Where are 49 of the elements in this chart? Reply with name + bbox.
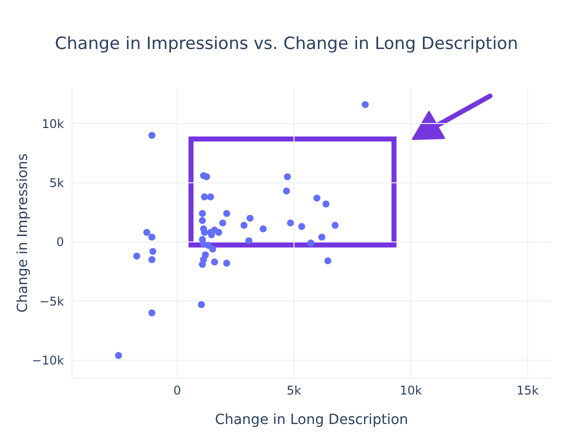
point — [240, 222, 248, 229]
point — [149, 248, 156, 255]
point — [313, 194, 320, 202]
point — [143, 228, 150, 236]
y-tick-label: −10k — [32, 354, 64, 368]
point — [211, 258, 218, 266]
y-tick-label: −5k — [39, 294, 64, 308]
point — [223, 260, 230, 267]
point — [148, 309, 156, 316]
point — [318, 234, 326, 241]
point — [286, 219, 294, 226]
y-tick-label: 5k — [49, 176, 64, 190]
y-tick-label: 10k — [42, 116, 64, 131]
point — [148, 132, 156, 139]
x-tick-label: 5k — [286, 384, 302, 398]
point — [322, 200, 330, 208]
point — [246, 214, 254, 222]
point — [332, 222, 339, 229]
point — [133, 252, 140, 260]
point — [284, 173, 291, 180]
point — [260, 225, 267, 232]
point — [362, 101, 369, 108]
point — [324, 257, 332, 264]
point — [215, 228, 222, 236]
point — [198, 260, 206, 268]
point — [115, 352, 122, 360]
y-axis-title: Change in Impressions — [14, 153, 31, 313]
point — [200, 228, 208, 236]
point — [298, 222, 306, 230]
point — [245, 237, 252, 244]
point — [283, 187, 290, 194]
x-tick-label: 15k — [516, 384, 539, 398]
point — [198, 210, 206, 217]
point — [219, 219, 226, 226]
point — [148, 234, 156, 241]
x-tick-label: 0 — [173, 384, 181, 398]
chart-title: Change in Impressions vs. Change in Long Description — [54, 34, 520, 54]
y-tick-label: 0 — [56, 235, 64, 250]
point — [223, 210, 230, 217]
point — [203, 173, 210, 180]
point — [198, 301, 205, 308]
x-tick-label: 10k — [400, 384, 422, 398]
point — [200, 193, 208, 200]
point — [209, 245, 216, 252]
point — [207, 193, 214, 200]
x-axis-title: Change in Long Description — [214, 412, 408, 428]
point — [198, 217, 206, 224]
point — [148, 256, 156, 264]
point — [307, 240, 314, 247]
